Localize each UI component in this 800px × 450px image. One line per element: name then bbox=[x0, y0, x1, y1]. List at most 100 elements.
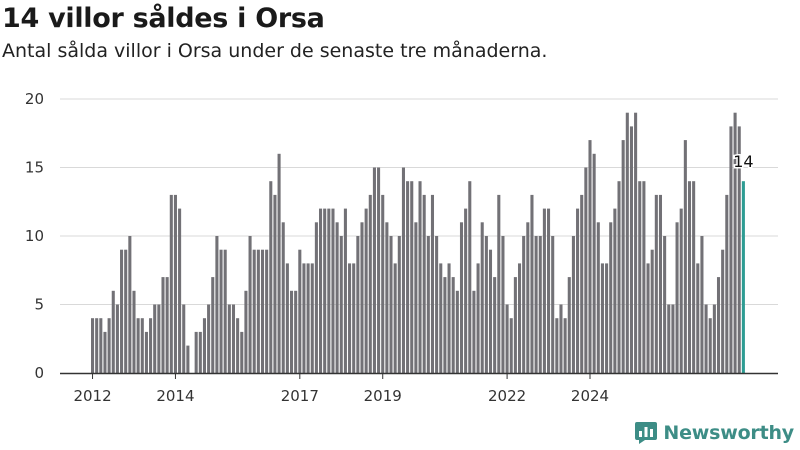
highlight-value-label: 14 bbox=[733, 152, 753, 171]
bar bbox=[202, 318, 206, 373]
bar bbox=[302, 263, 306, 373]
bar bbox=[464, 208, 468, 373]
annotations: 14 bbox=[732, 151, 755, 173]
bar bbox=[576, 208, 580, 373]
brand-logo: Newsworthy bbox=[635, 422, 794, 444]
bar bbox=[634, 112, 638, 373]
bar bbox=[401, 167, 405, 373]
bar bbox=[149, 318, 153, 373]
bar bbox=[426, 236, 430, 373]
bar bbox=[468, 181, 472, 373]
bar bbox=[115, 304, 119, 373]
bar bbox=[555, 318, 559, 373]
bar bbox=[319, 208, 323, 373]
bar bbox=[306, 263, 310, 373]
bar bbox=[609, 222, 613, 373]
bar bbox=[285, 263, 289, 373]
x-tick-label: 2012 bbox=[73, 387, 111, 405]
bar bbox=[459, 222, 464, 373]
bar bbox=[700, 236, 704, 373]
bar bbox=[646, 263, 650, 373]
y-tick-label: 10 bbox=[25, 227, 44, 245]
bar bbox=[696, 263, 700, 373]
bar bbox=[509, 318, 513, 373]
bar bbox=[484, 236, 488, 373]
bar bbox=[227, 304, 231, 373]
bar bbox=[377, 167, 381, 373]
bar bbox=[534, 236, 538, 373]
bar bbox=[136, 318, 140, 373]
bar bbox=[439, 263, 443, 373]
bar bbox=[592, 153, 596, 373]
bar bbox=[410, 181, 414, 373]
bar bbox=[455, 290, 459, 373]
y-tick-label: 15 bbox=[25, 159, 44, 177]
bar bbox=[107, 318, 111, 373]
bar bbox=[571, 236, 575, 373]
bar bbox=[111, 290, 115, 373]
bar bbox=[733, 112, 737, 373]
bar bbox=[692, 181, 696, 373]
bar bbox=[621, 140, 625, 373]
bar bbox=[721, 249, 725, 373]
bar bbox=[298, 249, 302, 373]
y-tick-label: 0 bbox=[34, 364, 44, 382]
bar bbox=[667, 304, 671, 373]
bar bbox=[654, 194, 658, 373]
bar bbox=[356, 236, 360, 373]
bar bbox=[198, 331, 202, 373]
bar bbox=[103, 331, 107, 373]
bar bbox=[331, 208, 335, 373]
bar bbox=[368, 194, 372, 373]
bar bbox=[240, 331, 244, 373]
bar bbox=[281, 222, 285, 373]
chart-subtitle: Antal sålda villor i Orsa under de senas… bbox=[2, 40, 548, 62]
bar bbox=[144, 331, 148, 373]
bar bbox=[95, 318, 99, 373]
bar bbox=[613, 208, 617, 373]
bar bbox=[679, 208, 683, 373]
bar bbox=[128, 236, 132, 373]
bar bbox=[161, 277, 165, 373]
bar bbox=[580, 194, 584, 373]
bar bbox=[625, 112, 629, 373]
bar bbox=[343, 208, 347, 373]
bar bbox=[617, 181, 621, 373]
bar bbox=[430, 194, 435, 373]
bar bbox=[289, 290, 294, 373]
bar bbox=[476, 263, 480, 373]
newsworthy-logo-icon bbox=[635, 422, 658, 444]
x-tick-label: 2019 bbox=[364, 387, 402, 405]
bar bbox=[725, 194, 729, 373]
bar bbox=[663, 236, 667, 373]
bar bbox=[542, 208, 546, 373]
x-tick-label: 2017 bbox=[281, 387, 319, 405]
bar bbox=[335, 222, 339, 373]
bar bbox=[650, 249, 654, 373]
bar bbox=[530, 194, 534, 373]
bar bbox=[675, 222, 679, 373]
brand-name: Newsworthy bbox=[663, 422, 794, 444]
bar bbox=[140, 318, 144, 373]
bar bbox=[629, 126, 633, 374]
bar bbox=[360, 222, 364, 373]
bar bbox=[389, 236, 393, 373]
bar bbox=[157, 304, 161, 373]
bar bbox=[273, 194, 277, 373]
bars bbox=[91, 112, 745, 374]
bar bbox=[563, 318, 567, 373]
bar bbox=[443, 277, 447, 373]
bar bbox=[256, 249, 260, 373]
bar bbox=[260, 249, 265, 373]
bar bbox=[215, 236, 219, 373]
bar bbox=[269, 181, 273, 373]
bar bbox=[393, 263, 397, 373]
bar bbox=[364, 208, 368, 373]
bar bbox=[600, 263, 604, 373]
bar bbox=[447, 263, 451, 373]
bar bbox=[538, 236, 542, 373]
bar bbox=[414, 222, 418, 373]
bar bbox=[182, 304, 186, 373]
bar-highlight bbox=[741, 181, 745, 373]
bar bbox=[708, 318, 712, 373]
